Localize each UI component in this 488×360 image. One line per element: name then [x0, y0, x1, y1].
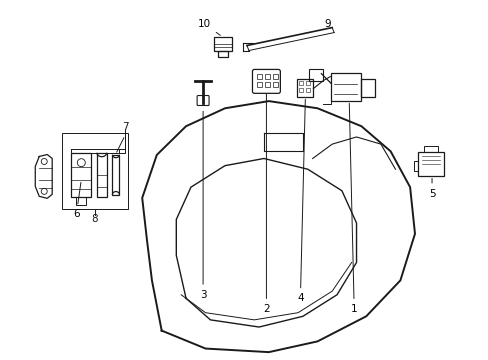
Text: 4: 4 [297, 99, 305, 303]
Text: 6: 6 [73, 183, 81, 220]
Bar [257, 75, 262, 80]
Text: 2: 2 [263, 94, 269, 314]
Bar [71, 153, 91, 197]
Bar [306, 87, 310, 91]
Text: 7: 7 [122, 122, 128, 132]
Bar [299, 81, 303, 85]
Text: 3: 3 [200, 111, 206, 300]
Text: 5: 5 [428, 179, 434, 199]
Text: 10: 10 [198, 19, 220, 35]
Text: 1: 1 [348, 103, 357, 314]
Bar [76, 197, 86, 204]
Bar [361, 78, 374, 96]
Bar [413, 161, 417, 171]
Bar [299, 87, 303, 91]
Bar [273, 75, 278, 80]
Bar [97, 153, 106, 197]
Bar [273, 82, 278, 87]
Bar [417, 152, 443, 176]
Bar [265, 75, 270, 80]
Bar [61, 134, 127, 209]
Bar [306, 81, 310, 85]
Bar [265, 82, 270, 87]
Text: 9: 9 [324, 19, 330, 29]
Bar [213, 37, 231, 51]
Bar [217, 51, 227, 57]
Bar [297, 78, 313, 96]
Text: 8: 8 [91, 213, 98, 224]
Bar [331, 73, 361, 100]
Bar [423, 146, 437, 152]
Bar [309, 69, 323, 81]
Bar [257, 82, 262, 87]
Bar [112, 155, 119, 194]
